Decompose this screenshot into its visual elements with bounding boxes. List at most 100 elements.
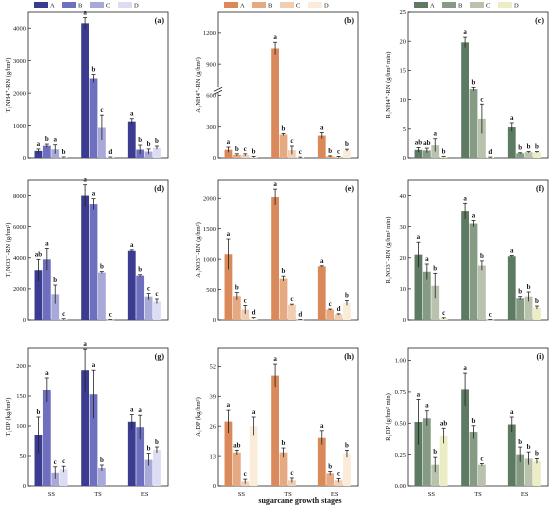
bar-TS-D	[486, 157, 495, 159]
bar-ES-D	[533, 460, 541, 486]
bar-SS-A	[414, 422, 423, 486]
bar-TS-C	[288, 480, 296, 486]
bar-TS-A	[271, 375, 279, 486]
significance-label: d	[298, 311, 302, 319]
bar-SS-C	[241, 309, 250, 320]
y-axis-label: A₁NO3⁻-RN (g/hm²)	[195, 222, 202, 278]
legend-swatch-C	[280, 2, 294, 8]
bar-SS-B	[422, 150, 431, 158]
y-tick-label: 0.75	[395, 389, 406, 396]
x-axis-title: sugarcane growth stages	[258, 496, 341, 505]
significance-label: b	[527, 443, 531, 451]
panel-label: (e)	[345, 184, 354, 193]
panel-label: (d)	[154, 184, 164, 193]
x-tick-label: ES	[141, 491, 149, 498]
legend-label-B: B	[268, 3, 273, 10]
significance-label: a	[92, 190, 96, 198]
significance-label: a	[510, 114, 514, 122]
y-tick-label: 10	[400, 286, 407, 293]
y-tick-label: 30	[400, 224, 407, 231]
y-tick-label: 0	[213, 155, 216, 162]
axis-break-mark	[213, 89, 223, 95]
significance-label: c	[62, 310, 65, 318]
bar-ES-C	[524, 152, 533, 158]
y-tick-label: 0	[23, 483, 26, 490]
bar-TS-B	[279, 452, 288, 486]
bar-ES-D	[533, 152, 541, 158]
significance-label: c	[290, 137, 293, 145]
significance-label: a	[273, 180, 277, 188]
significance-label: b	[433, 448, 437, 456]
y-tick-label: 39	[210, 394, 217, 401]
significance-label: b	[100, 263, 104, 271]
bar-SS-C	[431, 464, 440, 486]
bar-TS-D	[486, 319, 495, 321]
significance-label: b	[155, 137, 159, 145]
bar-SS-A	[34, 150, 43, 158]
legend-label-D: D	[324, 3, 329, 10]
legend-swatch-B	[252, 2, 266, 8]
legend-swatch-D	[118, 2, 132, 8]
legend-label-D: D	[134, 3, 139, 10]
x-tick-label: ES	[331, 491, 339, 498]
x-tick-label: TS	[284, 491, 292, 498]
y-tick-label: 0.00	[395, 483, 406, 490]
significance-label: c	[109, 311, 112, 319]
significance-label: a	[45, 239, 49, 247]
significance-label: b	[472, 78, 476, 86]
bar-ES-A	[317, 135, 326, 158]
y-tick-label: 1.00	[395, 358, 406, 365]
significance-label: ab	[423, 139, 431, 147]
legend-label-B: B	[78, 3, 83, 10]
bar-ES-B	[516, 298, 525, 320]
y-tick-label: 150	[16, 393, 26, 400]
significance-label: c	[480, 454, 483, 462]
significance-label: c	[62, 457, 65, 465]
bar-TS-A	[81, 370, 89, 486]
significance-label: c	[329, 300, 332, 308]
significance-label: ab	[233, 441, 241, 449]
bar-ES-A	[507, 256, 516, 320]
significance-label: b	[535, 449, 539, 457]
panel-label: (c)	[535, 16, 544, 25]
legend-swatch-D	[498, 2, 512, 8]
significance-label: d	[252, 309, 256, 317]
significance-label: c	[244, 296, 247, 304]
significance-label: b	[518, 144, 522, 152]
bar-ES-B	[516, 153, 525, 158]
significance-label: a	[425, 255, 429, 263]
y-tick-label: 900	[206, 61, 216, 68]
significance-label: b	[527, 143, 531, 151]
significance-label: c	[244, 470, 247, 478]
panel-label: (b)	[344, 16, 354, 25]
bar-ES-A	[127, 250, 136, 320]
y-tick-label: 1200	[203, 30, 216, 37]
y-tick-label: 0	[213, 483, 216, 490]
significance-label: b	[62, 148, 66, 156]
significance-label: d	[337, 305, 341, 313]
y-axis-label: A₁DP (kg/hm²)	[195, 397, 202, 437]
legend-swatch-A	[224, 2, 238, 8]
bar-SS-C	[51, 294, 60, 320]
significance-label: b	[282, 267, 286, 275]
bar-ES-B	[136, 275, 145, 320]
bar-ES-C	[334, 314, 343, 320]
bar-SS-B	[42, 259, 51, 320]
bar-TS-C	[478, 118, 486, 158]
bar-TS-A	[461, 211, 469, 320]
bar-SS-C	[431, 285, 440, 320]
y-tick-label: 20	[400, 255, 407, 262]
significance-label: b	[100, 456, 104, 464]
bar-ES-D	[343, 453, 351, 486]
significance-label: b	[345, 441, 349, 449]
bar-ES-B	[326, 473, 335, 486]
bar-SS-B	[42, 145, 51, 158]
significance-label: c	[489, 311, 492, 319]
significance-label: b	[472, 417, 476, 425]
bar-ES-D	[533, 307, 541, 320]
bar-SS-D	[59, 469, 68, 486]
bar-SS-D	[249, 426, 258, 486]
x-tick-label: TS	[474, 491, 482, 498]
legend: A B C D	[224, 2, 329, 10]
